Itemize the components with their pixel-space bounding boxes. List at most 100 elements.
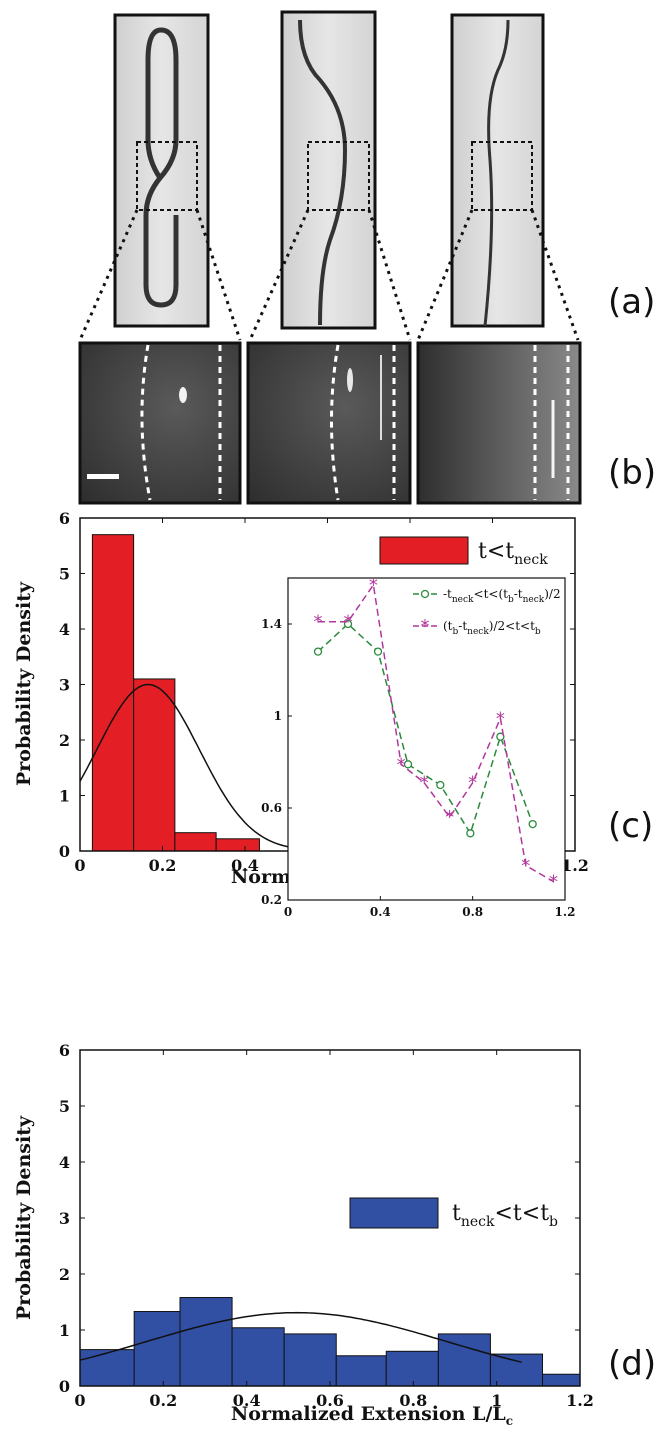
d-bar-1	[133, 1311, 181, 1387]
inset-point-1: *	[496, 708, 505, 729]
d-bar-5	[335, 1355, 387, 1387]
panel-label-a: (a)	[608, 282, 654, 322]
droplet-outline-1	[143, 27, 179, 308]
inset-point-1: *	[369, 575, 378, 596]
droplet-outline-3	[483, 19, 510, 327]
panel-a-micrographs	[78, 10, 580, 341]
panel-label-d: (d)	[608, 1344, 654, 1384]
inset-point-0	[436, 780, 445, 790]
inset-series-line-0	[317, 622, 534, 836]
c-ytick-label: 5	[59, 565, 70, 584]
d-ytick-label: 3	[59, 1209, 70, 1228]
inset-xtick-label: 0.8	[462, 905, 483, 919]
d-xtick-label: 0.6	[316, 1391, 344, 1410]
inset-xtick-label: 0	[284, 905, 292, 919]
boundary-line-3	[330, 344, 340, 501]
fluorescence-image-2	[246, 341, 412, 505]
d-xtick-label: 1	[491, 1391, 502, 1410]
inset-point-0	[466, 829, 475, 838]
d-ytick-label: 2	[59, 1265, 70, 1284]
c-xtick-label: 1.2	[561, 856, 589, 875]
gaussian-fit-d	[79, 1311, 522, 1363]
inset-point-1: *	[420, 773, 429, 794]
c-bar-0	[91, 534, 135, 852]
inset-xtick-label: 1.2	[555, 905, 576, 919]
inset-legend-label-0: -tneck<t<(tb-tneck)/2	[443, 587, 561, 605]
inset-point-0	[313, 647, 323, 656]
zoom-box-2	[307, 141, 370, 211]
d-ytick-label: 1	[59, 1321, 70, 1340]
inset-ytick-label: 0.2	[261, 893, 282, 907]
droplet-outline-2	[298, 19, 348, 326]
inset-point-1: *	[397, 754, 406, 775]
inset-point-1: *	[468, 773, 477, 794]
c-ytick-label: 0	[59, 842, 70, 861]
c-ytick-label: 3	[59, 676, 70, 695]
inset-point-1: *	[344, 612, 353, 633]
d-bar-7	[437, 1333, 491, 1387]
c-bar-3	[215, 838, 260, 852]
c-xtick-label: 0.4	[231, 856, 259, 875]
legend-label-c: t<tneck	[478, 539, 548, 568]
inset-point-1: *	[521, 856, 530, 877]
scale-bar	[87, 474, 119, 479]
c-bar-2	[174, 832, 217, 852]
d-bar-0	[79, 1349, 135, 1387]
d-ytick-label: 0	[59, 1377, 70, 1396]
dna-blob-2	[347, 368, 353, 392]
d-xtick-label: 0	[74, 1391, 85, 1410]
d-xtick-label: 0.2	[149, 1391, 177, 1410]
inset-point-0	[373, 647, 383, 656]
micrograph-2	[280, 10, 377, 330]
d-bar-9	[542, 1373, 581, 1387]
micrograph-3	[450, 13, 545, 328]
inset-xtick-label: 0.4	[370, 905, 391, 919]
c-xtick-label: 0	[74, 856, 85, 875]
legend-swatch-d	[349, 1197, 439, 1229]
inset-ytick-label: 1	[274, 709, 282, 723]
d-bar-2	[179, 1297, 233, 1387]
d-xtick-label: 0.8	[399, 1391, 427, 1410]
d-bar-8	[489, 1353, 543, 1387]
c-ytick-label: 4	[59, 620, 70, 639]
d-ytick-label: 4	[59, 1153, 70, 1172]
d-xtick-label: 1.2	[566, 1391, 594, 1410]
d-xtick-label: 0.4	[233, 1391, 261, 1410]
dna-blob-1	[179, 387, 187, 403]
boundary-line-1	[140, 344, 152, 501]
c-xtick-label: 0.2	[149, 856, 177, 875]
zoom-box-1	[136, 141, 198, 211]
d-bar-3	[231, 1327, 285, 1387]
d-bar-4	[283, 1333, 337, 1387]
inset-legend-label-1: (tb-tneck)/2<t<tb	[443, 619, 541, 637]
inset-point-1: *	[549, 872, 558, 893]
inset-legend-marker-0	[420, 589, 430, 599]
inset-point-1: *	[314, 612, 323, 633]
inset-chart: 0 0.4 0.8 1.2 0.2 0.6 1 1.4 -tneck<t<(tb-tneck)/…	[261, 575, 575, 919]
inset-frame	[287, 577, 566, 901]
c-ytick-label: 1	[59, 787, 70, 806]
legend-swatch-c	[379, 536, 469, 565]
y-axis-label-c: Probability Density	[13, 581, 35, 786]
fluorescence-image-3	[416, 341, 582, 505]
d-bar-6	[385, 1350, 439, 1387]
x-axis-label-d: Normalized Extension L/Lc	[231, 1403, 513, 1428]
d-ytick-label: 5	[59, 1097, 70, 1116]
d-ytick-label: 6	[59, 1041, 70, 1060]
panel-label-c: (c)	[608, 806, 653, 846]
inset-ytick-label: 0.6	[261, 801, 282, 815]
c-bar-1	[133, 678, 176, 852]
inset-legend-marker-1: *	[421, 616, 430, 637]
c-ytick-label: 2	[59, 731, 70, 750]
droplet-outline-1b	[145, 60, 163, 180]
inset-ytick-label: 1.4	[261, 617, 282, 631]
y-axis-label-d: Probability Density	[13, 1115, 35, 1320]
legend-label-d: tneck<t<tb	[452, 1201, 558, 1230]
inset-point-1: *	[445, 807, 454, 828]
inset-point-0	[528, 819, 537, 829]
c-ytick-label: 6	[59, 509, 70, 528]
zoom-lines	[78, 209, 580, 341]
panel-label-b: (b)	[608, 453, 654, 493]
